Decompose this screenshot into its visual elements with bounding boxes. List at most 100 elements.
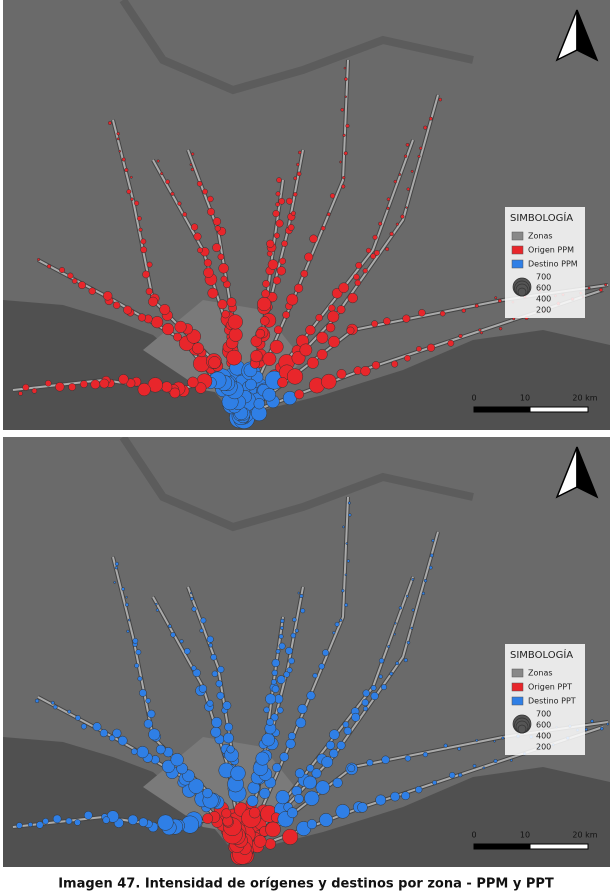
zone-symbol	[362, 689, 370, 697]
zone-symbol	[366, 759, 374, 767]
zone-symbol	[361, 698, 369, 707]
zone-symbol	[192, 342, 204, 355]
zone-symbol	[363, 706, 369, 712]
zone-symbol	[390, 791, 400, 802]
zone-symbol	[275, 202, 280, 207]
scale-bar-white	[529, 843, 589, 850]
zone-symbol	[80, 723, 87, 730]
zone-symbol	[493, 759, 498, 764]
zone-symbol	[140, 238, 147, 245]
zone-symbol	[371, 361, 381, 370]
zone-symbol	[75, 715, 81, 721]
scale-label: 10	[520, 831, 530, 840]
zone-symbol	[345, 542, 348, 545]
zone-symbol	[378, 674, 383, 679]
zone-symbol	[203, 258, 212, 267]
zone-symbol	[428, 565, 433, 570]
zone-symbol	[370, 692, 379, 701]
zone-symbol	[494, 296, 498, 300]
zone-symbol	[279, 752, 289, 762]
legend-swatch	[511, 259, 524, 269]
zone-symbol	[287, 807, 298, 819]
zone-symbol	[228, 327, 243, 342]
zone-symbol	[280, 626, 284, 630]
zone-symbol	[282, 828, 299, 845]
zone-symbol	[374, 249, 380, 256]
zone-symbol	[155, 744, 166, 755]
zone-symbol	[335, 804, 351, 819]
zone-symbol	[355, 262, 363, 269]
zone-symbol	[130, 197, 134, 201]
zone-symbol	[343, 151, 348, 156]
zone-symbol	[118, 150, 122, 153]
zone-symbol	[300, 608, 306, 614]
zone-symbol	[275, 191, 281, 197]
zone-symbol	[102, 816, 110, 824]
zone-symbol	[404, 354, 411, 362]
zone-symbol	[319, 813, 333, 827]
zone-symbol	[294, 793, 304, 804]
legend-swatch	[511, 245, 524, 255]
zone-symbol	[67, 272, 74, 279]
zone-symbol	[189, 163, 193, 166]
zone-symbol	[259, 787, 271, 799]
zone-symbol	[125, 596, 128, 599]
zone-symbol	[322, 649, 329, 657]
zone-symbol	[255, 328, 266, 339]
zone-symbol	[31, 388, 38, 394]
zone-symbol	[421, 591, 426, 596]
zone-symbol	[304, 252, 314, 262]
zone-symbol	[342, 721, 350, 728]
zone-symbol	[403, 154, 408, 158]
zone-symbol	[402, 314, 411, 323]
zone-symbol	[74, 819, 81, 826]
scale-label: 20 km	[572, 831, 597, 840]
zone-symbol	[202, 188, 208, 195]
legend-label: Destino PPT	[528, 697, 576, 706]
zone-symbol	[422, 751, 429, 758]
zone-symbol	[199, 628, 204, 633]
zone-symbol	[458, 333, 463, 339]
zone-symbol	[123, 305, 133, 315]
zone-symbol	[342, 133, 346, 137]
zone-symbol	[410, 626, 414, 630]
zone-symbol	[116, 137, 120, 141]
zone-symbol	[404, 755, 412, 762]
zone-symbol	[587, 286, 591, 290]
zone-symbol	[270, 713, 279, 722]
zone-symbol	[170, 632, 176, 638]
scale-label: 0	[471, 831, 476, 840]
zone-symbol	[207, 287, 219, 299]
river	[119, 437, 474, 532]
zone-symbol	[303, 775, 317, 790]
zone-symbol	[206, 635, 214, 643]
zone-symbol	[255, 751, 270, 766]
zone-symbol	[347, 501, 351, 505]
zone-symbol	[78, 281, 86, 290]
zone-symbol	[217, 299, 228, 310]
zone-symbol	[321, 756, 333, 768]
zone-symbol	[248, 806, 261, 819]
zone-symbol	[210, 653, 217, 661]
legend-size-label: 200	[536, 743, 551, 752]
zone-symbol	[339, 160, 342, 164]
zone-symbol	[415, 786, 423, 794]
zone-symbol	[389, 671, 394, 676]
zone-symbol	[286, 368, 304, 385]
zone-symbol	[501, 736, 505, 740]
zone-symbol	[135, 649, 142, 656]
zone-symbol	[362, 268, 368, 274]
zone-symbol	[224, 722, 233, 732]
zone-symbol	[113, 581, 116, 584]
legend-title: SIMBOLOGÍA	[510, 211, 573, 224]
zone-symbol	[329, 748, 339, 759]
zone-symbol	[297, 591, 301, 595]
legend-label: Destino PPM	[528, 260, 578, 269]
zone-symbol	[278, 642, 286, 650]
zone-symbol	[306, 764, 315, 773]
zone-symbol	[151, 316, 164, 329]
zone-symbol	[275, 219, 284, 228]
zone-symbol	[418, 309, 426, 317]
zone-symbol	[132, 638, 139, 644]
